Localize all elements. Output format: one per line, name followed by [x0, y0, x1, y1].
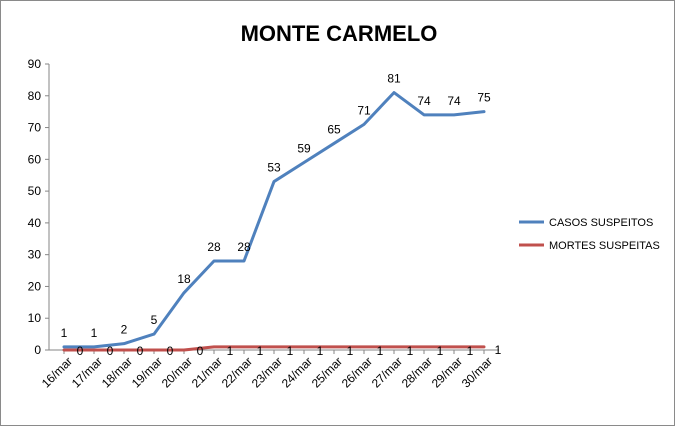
- legend-item: CASOS SUSPEITOS: [519, 217, 653, 229]
- data-label-mortes: 1: [347, 344, 354, 358]
- data-label-casos: 74: [417, 94, 431, 108]
- data-label-mortes: 1: [377, 344, 384, 358]
- x-tick-label: 22/mar: [219, 354, 255, 390]
- data-label-casos: 5: [151, 313, 158, 327]
- y-tick-label: 20: [28, 279, 42, 293]
- x-tick-label: 18/mar: [99, 354, 135, 390]
- y-tick-label: 10: [28, 311, 42, 325]
- data-label-casos: 1: [91, 326, 98, 340]
- x-tick-label: 16/mar: [39, 354, 75, 390]
- data-label-mortes: 1: [407, 344, 414, 358]
- chart-title: MONTE CARMELO: [241, 21, 438, 46]
- data-label-mortes: 1: [257, 344, 264, 358]
- data-label-mortes: 0: [167, 344, 174, 358]
- y-tick-label: 60: [28, 152, 42, 166]
- data-label-casos: 65: [327, 122, 341, 136]
- y-tick-label: 70: [28, 121, 42, 135]
- data-label-casos: 75: [477, 91, 491, 105]
- y-axis: 0 10 20 30 40 50 60 70 80 90: [28, 57, 50, 357]
- series-lines: [62, 91, 486, 352]
- y-tick-label: 80: [28, 89, 42, 103]
- x-tick-label: 19/mar: [129, 354, 165, 390]
- x-tick-label: 30/mar: [459, 354, 495, 390]
- data-label-casos: 2: [121, 323, 128, 337]
- data-label-mortes: 0: [197, 344, 204, 358]
- data-label-mortes: 1: [467, 344, 474, 358]
- series-line-mortes-suspeitas: [62, 345, 486, 352]
- x-tick-label: 24/mar: [279, 354, 315, 390]
- data-label-mortes: 0: [137, 344, 144, 358]
- x-tick-label: 26/mar: [339, 354, 375, 390]
- y-tick-label: 50: [28, 184, 42, 198]
- data-label-mortes: 0: [107, 344, 114, 358]
- y-tick-label: 0: [34, 343, 41, 357]
- x-tick-label: 27/mar: [369, 354, 405, 390]
- data-label-casos: 18: [177, 272, 191, 286]
- x-tick-label: 21/mar: [189, 354, 225, 390]
- data-label-mortes: 1: [317, 344, 324, 358]
- x-tick-label: 28/mar: [399, 354, 435, 390]
- x-tick-label: 17/mar: [69, 354, 105, 390]
- x-tick-label: 25/mar: [309, 354, 345, 390]
- legend-item: MORTES SUSPEITAS: [519, 240, 660, 252]
- series-line-casos-suspeitos: [62, 91, 486, 349]
- data-label-casos: 1: [61, 326, 68, 340]
- x-tick-label: 20/mar: [159, 354, 195, 390]
- y-tick-label: 90: [28, 57, 42, 71]
- data-label-casos: 28: [237, 240, 251, 254]
- x-tick-label: 29/mar: [429, 354, 465, 390]
- y-tick-label: 30: [28, 248, 42, 262]
- data-label-casos: 53: [267, 161, 281, 175]
- y-tick-label: 40: [28, 216, 42, 230]
- data-label-casos: 71: [357, 103, 371, 117]
- legend-label: CASOS SUSPEITOS: [549, 217, 653, 229]
- data-label-mortes: 1: [227, 344, 234, 358]
- data-label-mortes: 1: [495, 343, 502, 357]
- data-label-casos: 28: [207, 240, 221, 254]
- legend-label: MORTES SUSPEITAS: [549, 240, 660, 252]
- data-label-mortes: 1: [287, 344, 294, 358]
- x-tick-label: 23/mar: [249, 354, 285, 390]
- legend: CASOS SUSPEITOS MORTES SUSPEITAS: [519, 217, 660, 252]
- data-label-casos: 59: [297, 142, 311, 156]
- data-label-mortes: 1: [437, 344, 444, 358]
- data-label-mortes: 0: [77, 344, 84, 358]
- data-label-casos: 74: [447, 94, 461, 108]
- data-label-casos: 81: [387, 72, 401, 86]
